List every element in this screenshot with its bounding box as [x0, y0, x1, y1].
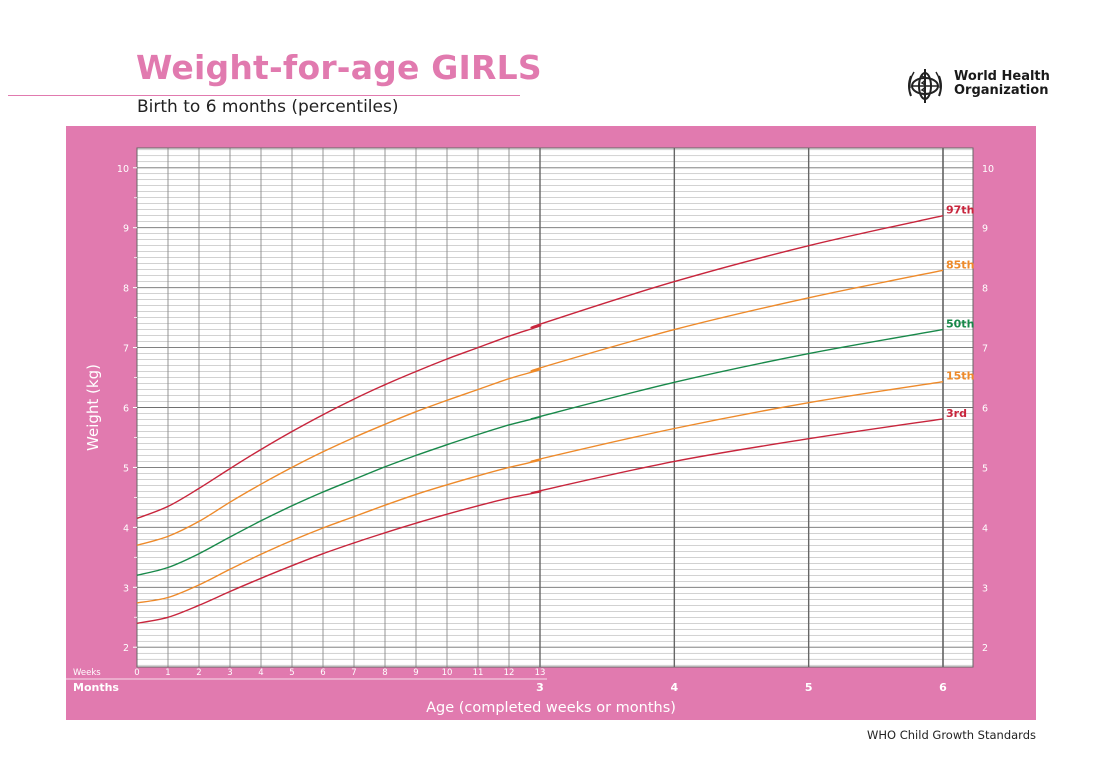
- y-tick-label-left: 2: [123, 643, 129, 654]
- footer-source: WHO Child Growth Standards: [867, 728, 1036, 742]
- series-line-85th: [136, 269, 944, 546]
- x-week-tick-label: 5: [289, 668, 294, 678]
- x-week-tick-label: 3: [227, 668, 232, 678]
- y-axis-label: Weight (kg): [84, 364, 102, 451]
- title-underline: [8, 95, 520, 96]
- y-tick-label-left: 6: [123, 404, 129, 415]
- x-week-tick-label: 2: [196, 668, 201, 678]
- months-row-label: Months: [73, 681, 119, 694]
- x-week-tick-label: 0: [134, 668, 139, 678]
- org-name-line1: World Health: [954, 69, 1050, 84]
- weeks-row-label: Weeks: [73, 668, 101, 678]
- y-tick-label-right: 7: [982, 344, 988, 355]
- x-week-tick-label: 10: [442, 668, 453, 678]
- x-month-tick-label: 4: [671, 681, 679, 694]
- x-week-tick-label: 12: [504, 668, 515, 678]
- y-tick-label-left: 9: [123, 224, 129, 235]
- x-week-tick-label: 11: [473, 668, 484, 678]
- series-label-50th: 50th: [946, 318, 974, 331]
- x-month-tick-label: 3: [536, 681, 544, 694]
- page-subtitle: Birth to 6 months (percentiles): [137, 97, 399, 117]
- y-tick-label-right: 2: [982, 643, 988, 654]
- organization-name: World Health Organization: [954, 70, 1050, 98]
- y-tick-label-right: 3: [982, 583, 988, 594]
- y-tick-label-left: 3: [123, 583, 129, 594]
- series-label-85th: 85th: [946, 258, 974, 271]
- x-week-tick-label: 1: [165, 668, 170, 678]
- x-week-tick-label: 7: [351, 668, 356, 678]
- series-line-3rd: [136, 418, 944, 624]
- y-tick-label-right: 4: [982, 523, 988, 534]
- y-tick-label-right: 8: [982, 284, 988, 295]
- y-tick-label-right: 9: [982, 224, 988, 235]
- x-axis-label: Age (completed weeks or months): [426, 700, 676, 716]
- y-tick-label-left: 8: [123, 284, 129, 295]
- org-name-line2: Organization: [954, 83, 1049, 98]
- x-month-tick-label: 5: [805, 681, 813, 694]
- y-tick-label-left: 10: [117, 164, 129, 175]
- x-week-tick-label: 4: [258, 668, 263, 678]
- series-label-15th: 15th: [946, 370, 974, 383]
- series-line-15th: [136, 381, 944, 604]
- y-tick-label-right: 6: [982, 404, 988, 415]
- y-tick-label-right: 5: [982, 463, 988, 474]
- x-week-tick-label: 8: [382, 668, 387, 678]
- x-week-tick-label: 9: [413, 668, 418, 678]
- series-label-3rd: 3rd: [946, 407, 967, 420]
- y-tick-label-left: 5: [123, 463, 129, 474]
- y-tick-label-left: 4: [123, 523, 129, 534]
- grid-minor: [137, 149, 973, 666]
- page-title: Weight-for-age GIRLS: [136, 48, 542, 87]
- series-line-50th: [136, 328, 944, 576]
- who-emblem-icon: [908, 69, 942, 103]
- series-line-97th: [136, 215, 944, 520]
- y-tick-label-left: 7: [123, 344, 129, 355]
- percentile-curves: 97th 85th 50th 15th 3rd: [136, 204, 974, 624]
- series-label-97th: 97th: [946, 204, 974, 217]
- x-week-tick-label: 6: [320, 668, 325, 678]
- x-month-tick-label: 6: [939, 681, 947, 694]
- x-week-tick-label: 13: [535, 668, 546, 678]
- y-tick-label-right: 10: [982, 164, 994, 175]
